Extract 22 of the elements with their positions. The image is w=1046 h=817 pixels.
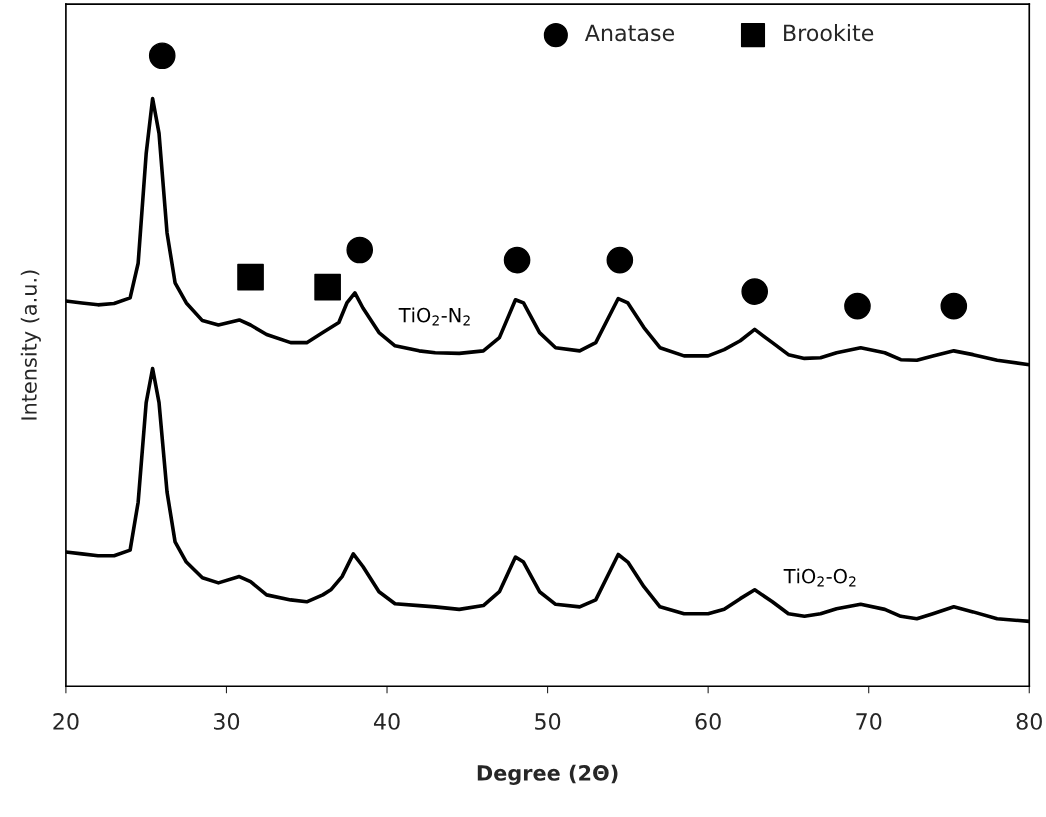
- x-axis-title: Degree (2Θ): [477, 764, 618, 786]
- point: [606, 246, 634, 274]
- legend-label: Anatase: [584, 24, 675, 42]
- x-tick-label: 20: [53, 713, 79, 730]
- y-axis-title: Intensity (a.u.): [20, 270, 41, 420]
- legend-label: Brookite: [784, 24, 874, 42]
- point: [237, 263, 264, 291]
- point: [741, 278, 769, 305]
- series-label: TiO$_{2}$-O$_{2}$: [783, 568, 856, 587]
- point: [503, 246, 531, 274]
- point: [314, 273, 341, 301]
- x-tick-label: 40: [373, 713, 400, 730]
- x-tick-label: 70: [856, 713, 882, 730]
- point: [844, 292, 871, 320]
- x-tick-label: 80: [1016, 713, 1042, 730]
- series-label: TiO$_{2}$-N$_{2}$: [398, 307, 470, 326]
- x-tick-label: 50: [535, 713, 561, 730]
- point: [346, 236, 374, 264]
- point: [940, 292, 968, 320]
- x-tick-label: 30: [214, 713, 240, 730]
- x-tick-label: 60: [695, 713, 721, 730]
- point: [148, 42, 176, 70]
